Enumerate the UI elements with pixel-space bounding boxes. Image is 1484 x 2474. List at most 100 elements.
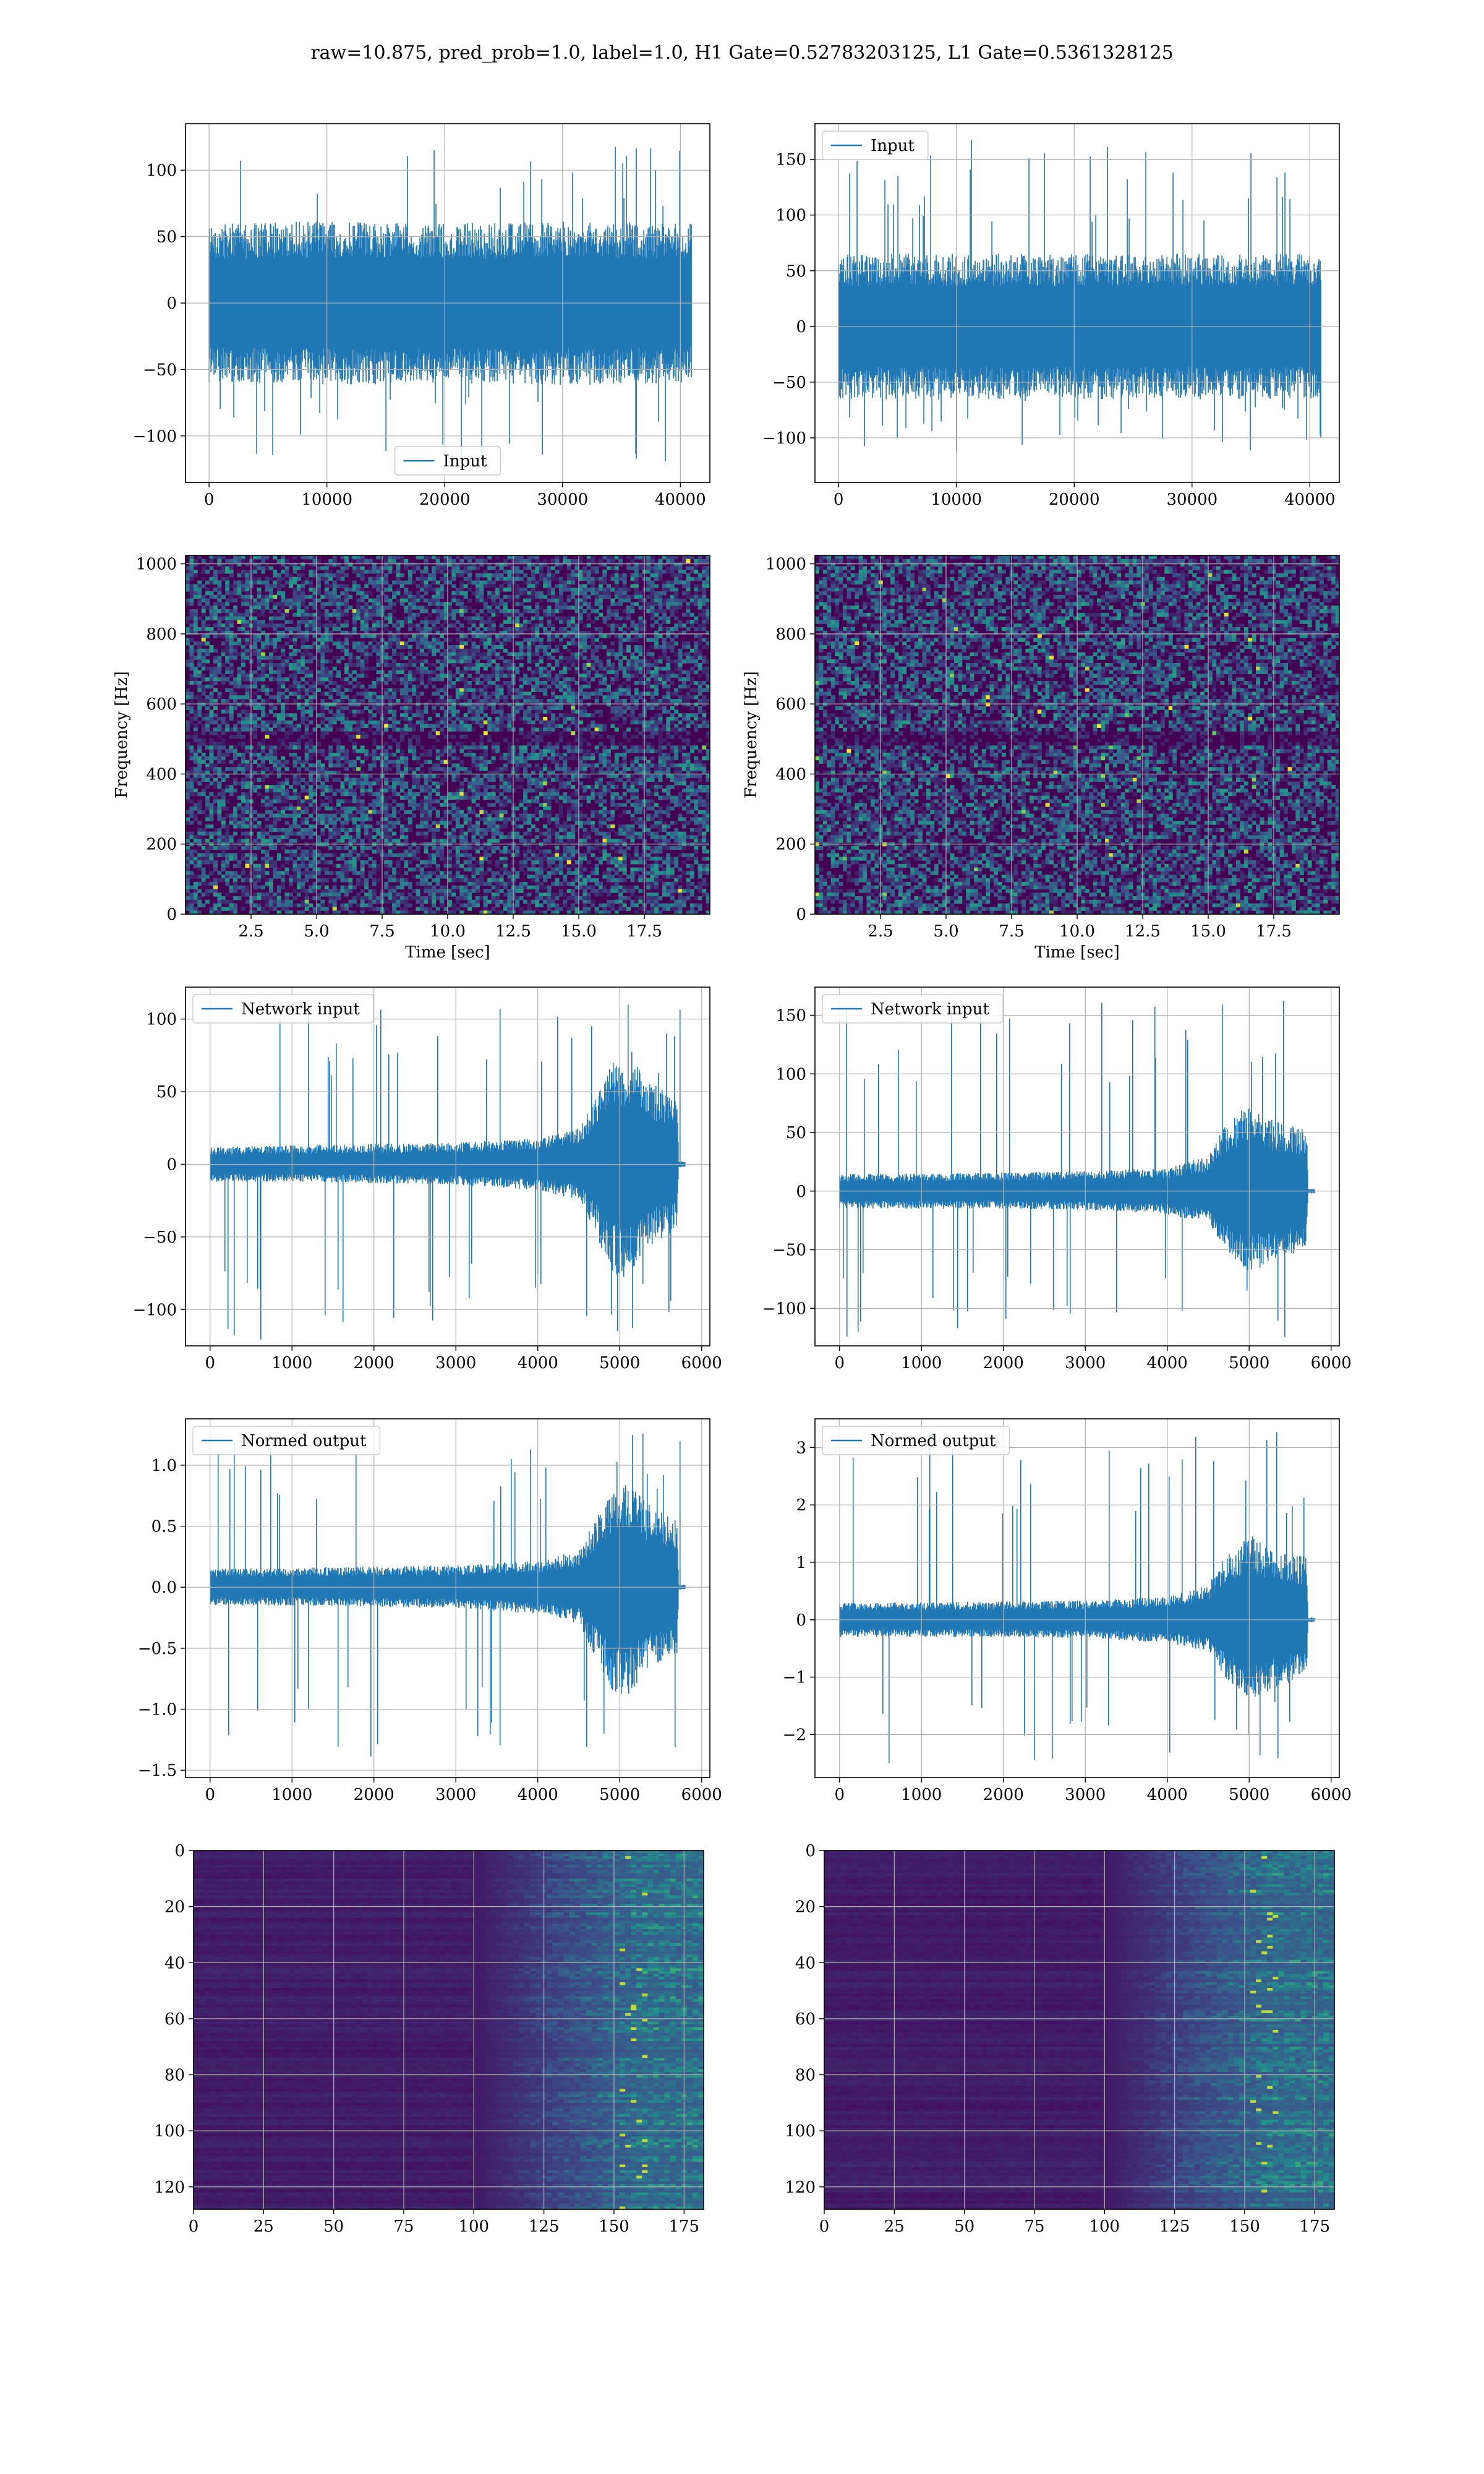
heatmap-cell xyxy=(448,727,452,732)
heatmap-cell xyxy=(360,594,365,599)
heatmap-cell xyxy=(519,695,524,700)
heatmap-cell xyxy=(682,727,686,732)
heatmap-cell xyxy=(448,753,452,757)
heatmap-cell xyxy=(487,656,492,660)
heatmap-cell xyxy=(336,562,341,567)
heatmap-cell xyxy=(233,756,238,761)
heatmap-cell xyxy=(658,559,663,563)
heatmap-cell xyxy=(610,612,615,617)
heatmap-cell xyxy=(558,594,563,599)
heatmap-cell xyxy=(324,724,329,728)
heatmap-cell xyxy=(328,691,333,696)
heatmap-cell xyxy=(392,753,397,757)
heatmap-cell xyxy=(312,573,317,578)
heatmap-cell xyxy=(344,620,349,624)
heatmap-cell xyxy=(471,580,476,584)
heatmap-cell xyxy=(594,566,599,570)
heatmap-cell xyxy=(312,656,317,660)
heatmap-cell xyxy=(265,588,270,592)
heatmap-cell xyxy=(531,684,535,689)
heatmap-cell xyxy=(241,584,245,588)
heatmap-cell xyxy=(658,623,663,628)
heatmap-cell xyxy=(697,663,702,667)
heatmap-cell xyxy=(614,566,619,570)
heatmap-cell xyxy=(495,771,500,775)
heatmap-cell xyxy=(579,674,583,678)
heatmap-cell xyxy=(566,580,571,584)
heatmap-cell xyxy=(539,591,544,596)
heatmap-cell xyxy=(201,652,206,656)
heatmap-cell xyxy=(507,760,512,764)
heatmap-cell xyxy=(459,702,464,707)
heatmap-cell xyxy=(241,623,245,628)
heatmap-cell xyxy=(638,645,643,649)
heatmap-cell xyxy=(697,681,702,685)
heatmap-cell xyxy=(523,717,528,721)
heatmap-cell xyxy=(404,717,409,721)
heatmap-cell xyxy=(348,681,353,685)
heatmap-cell xyxy=(706,753,710,757)
heatmap-cell xyxy=(706,641,710,646)
heatmap-cell xyxy=(435,691,440,696)
heatmap-cell xyxy=(384,695,389,700)
heatmap-cell xyxy=(197,699,202,703)
heatmap-cell xyxy=(388,735,393,739)
heatmap-cell xyxy=(448,576,452,581)
heatmap-cell xyxy=(515,702,520,707)
heatmap-cell xyxy=(479,699,484,703)
heatmap-cell xyxy=(237,584,242,588)
heatmap-cell xyxy=(551,699,555,703)
heatmap-cell xyxy=(317,677,321,682)
heatmap-cell xyxy=(610,735,615,739)
heatmap-cell xyxy=(586,695,591,700)
heatmap-cell xyxy=(416,641,420,646)
heatmap-cell xyxy=(281,634,286,638)
heatmap-cell xyxy=(574,634,579,638)
heatmap-cell xyxy=(193,666,198,671)
heatmap-cell xyxy=(412,774,417,779)
heatmap-cell xyxy=(646,652,651,656)
heatmap-cell xyxy=(265,731,270,735)
heatmap-cell xyxy=(551,688,555,692)
heatmap-cell xyxy=(241,763,245,768)
heatmap-cell xyxy=(241,555,245,560)
heatmap-cell xyxy=(296,602,301,606)
heatmap-cell xyxy=(694,663,699,667)
heatmap-cell xyxy=(209,767,214,771)
heatmap-cell xyxy=(674,666,679,671)
heatmap-cell xyxy=(396,663,401,667)
heatmap-cell xyxy=(416,584,420,588)
heatmap-cell xyxy=(348,763,353,768)
heatmap-cell xyxy=(670,681,675,685)
heatmap-cell xyxy=(547,656,552,660)
heatmap-cell xyxy=(607,555,611,560)
heatmap-cell xyxy=(622,756,627,761)
heatmap-cell xyxy=(253,634,258,638)
heatmap-cell xyxy=(352,699,357,703)
heatmap-cell xyxy=(404,731,409,735)
heatmap-cell xyxy=(479,756,484,761)
heatmap-cell xyxy=(189,588,194,592)
heatmap-cell xyxy=(535,713,540,717)
heatmap-cell xyxy=(301,638,305,642)
heatmap-cell xyxy=(320,623,325,628)
heatmap-cell xyxy=(356,767,361,771)
heatmap-cell xyxy=(284,695,289,700)
heatmap-cell xyxy=(495,742,500,746)
heatmap-cell xyxy=(213,576,218,581)
heatmap-cell xyxy=(427,731,432,735)
heatmap-cell xyxy=(360,570,365,574)
heatmap-cell xyxy=(364,774,369,779)
heatmap-cell xyxy=(309,602,313,606)
heatmap-cell xyxy=(539,645,544,649)
heatmap-cell xyxy=(666,709,671,714)
heatmap-cell xyxy=(213,688,218,692)
heatmap-cell xyxy=(281,584,286,588)
heatmap-cell xyxy=(344,724,349,728)
heatmap-cell xyxy=(368,570,373,574)
heatmap-cell xyxy=(197,674,202,678)
heatmap-cell xyxy=(432,677,437,682)
heatmap-cell xyxy=(662,616,667,620)
heatmap-cell xyxy=(420,713,424,717)
heatmap-cell xyxy=(638,623,643,628)
